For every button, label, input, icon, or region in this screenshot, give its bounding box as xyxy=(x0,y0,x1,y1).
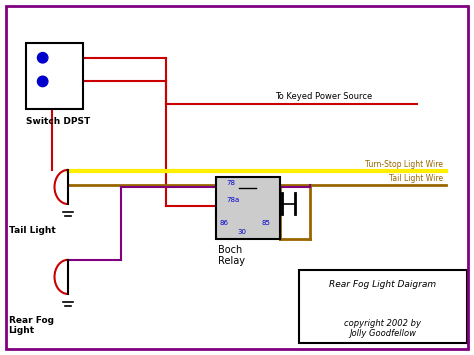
Text: 30: 30 xyxy=(237,229,246,235)
Text: To Keyed Power Source: To Keyed Power Source xyxy=(275,92,372,101)
Text: copyright 2002 by
Jolly Goodfellow: copyright 2002 by Jolly Goodfellow xyxy=(344,318,421,338)
Text: Rear Fog Light Daigram: Rear Fog Light Daigram xyxy=(329,280,437,289)
Bar xyxy=(26,43,83,109)
Text: Switch DPST: Switch DPST xyxy=(26,118,91,126)
Text: 85: 85 xyxy=(262,220,271,226)
Text: Turn-Stop Light Wire: Turn-Stop Light Wire xyxy=(365,159,443,169)
Text: Rear Fog
Light: Rear Fog Light xyxy=(9,316,54,335)
Text: Boch
Relay: Boch Relay xyxy=(218,245,245,266)
Circle shape xyxy=(37,76,48,87)
Text: 78: 78 xyxy=(226,180,235,186)
Text: 78a: 78a xyxy=(226,197,239,203)
Bar xyxy=(216,178,280,239)
Circle shape xyxy=(37,53,48,63)
Bar xyxy=(299,270,467,343)
Text: Tail Light Wire: Tail Light Wire xyxy=(389,174,443,183)
Text: 86: 86 xyxy=(219,220,228,226)
Text: Tail Light: Tail Light xyxy=(9,226,55,235)
